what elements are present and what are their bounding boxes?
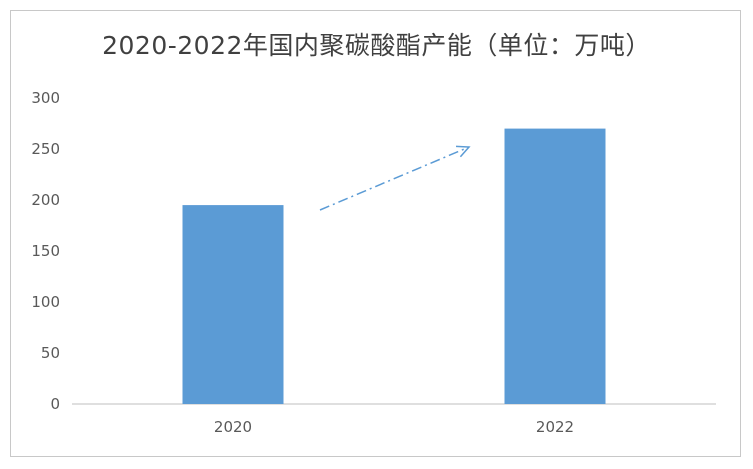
trend-annotation (319, 145, 471, 211)
y-tick-label: 250 (31, 140, 60, 158)
y-tick-label: 300 (31, 89, 60, 107)
bar-2022 (504, 128, 606, 404)
x-tick-label: 2022 (536, 418, 574, 436)
bars (182, 128, 606, 404)
chart-frame (10, 10, 741, 457)
y-tick-label: 0 (50, 395, 60, 413)
y-tick-label: 200 (31, 191, 60, 209)
trend-arrow-head (455, 145, 471, 158)
x-tick-label: 2020 (214, 418, 252, 436)
y-tick-label: 150 (31, 242, 60, 260)
trend-arrow-line (319, 146, 470, 211)
x-axis: 2020 2022 (72, 403, 716, 436)
chart-title: 2020-2022年国内聚碳酸酯产能（单位：万吨） (102, 31, 651, 60)
y-axis: 0 50 100 150 200 250 300 (31, 89, 60, 413)
bar-2020 (182, 205, 284, 404)
y-tick-label: 50 (41, 344, 60, 362)
y-tick-label: 100 (31, 293, 60, 311)
